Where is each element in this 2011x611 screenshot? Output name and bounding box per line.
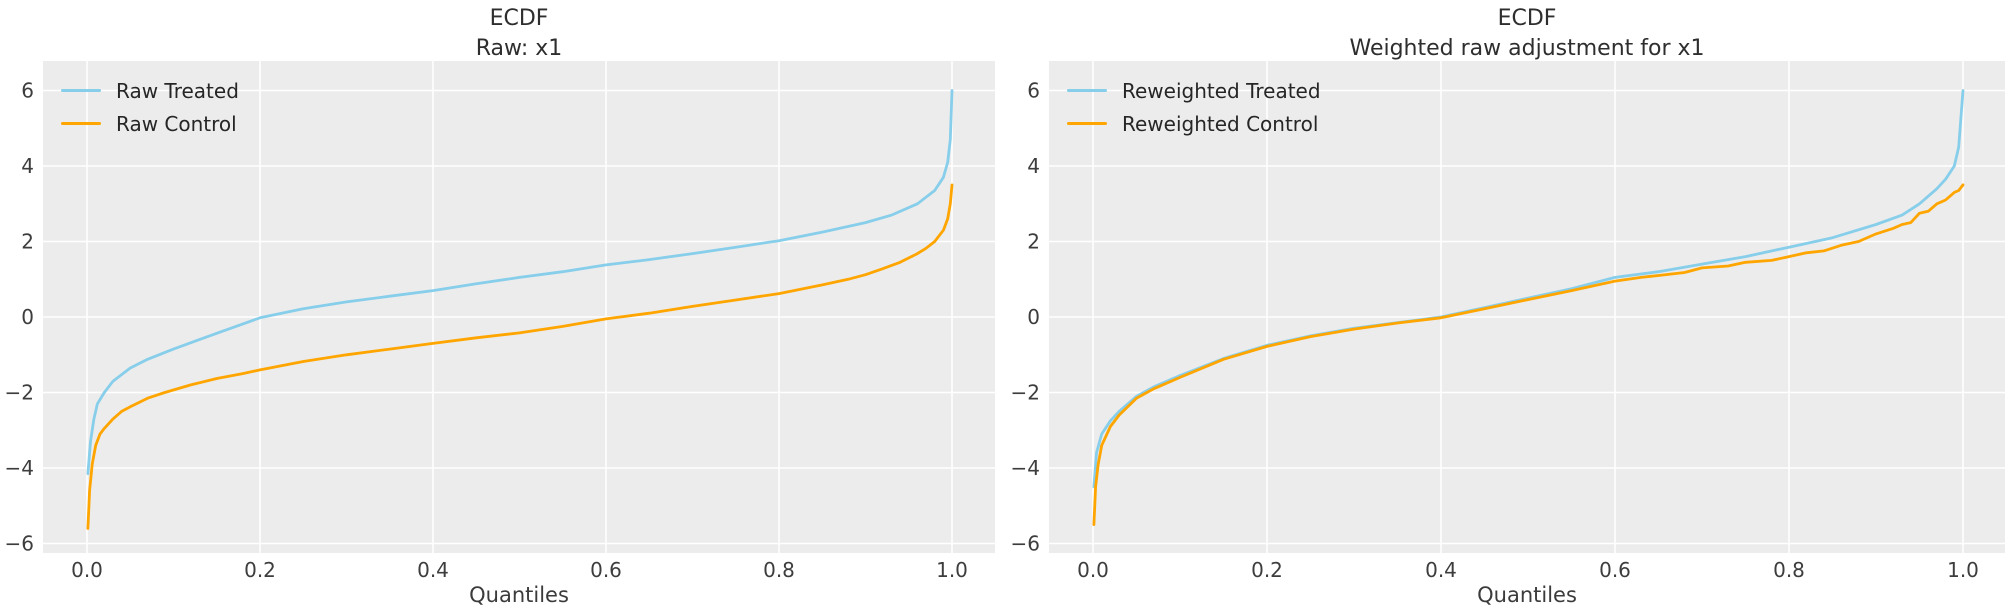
panel-a-ytick-label: 2 [21, 230, 34, 254]
panel-b-ytick-label: −6 [1011, 532, 1040, 556]
legend-label: Reweighted Treated [1122, 78, 1321, 103]
panel-b-xtick-label: 0.2 [1251, 558, 1283, 582]
panel-b-ytick-label: 2 [1027, 230, 1040, 254]
panel-b-ytick-label: 0 [1027, 305, 1040, 329]
panel-a-curve-raw-control [86, 183, 954, 530]
panel-a-ytick-label: −6 [5, 532, 34, 556]
panel-b-xtick-label: 0.4 [1425, 558, 1457, 582]
panel-a-xaxis-label: Quantiles [469, 583, 569, 607]
legend-item-reweighted-treated: Reweighted Treated [1067, 74, 1321, 107]
panel-b-curve-reweighted-treated [1092, 89, 1965, 489]
legend-label: Raw Treated [116, 78, 239, 103]
raw-control-line-swatch [61, 121, 101, 126]
panel-a-xtick-label: 0.6 [590, 558, 622, 582]
panel-b-legend: Reweighted Treated Reweighted Control [1067, 74, 1321, 140]
legend-label: Reweighted Control [1122, 111, 1319, 136]
reweighted-treated-line-swatch [1067, 88, 1107, 93]
panel-a-title-line2: Raw: x1 [475, 36, 563, 62]
panel-b-title-line2: Weighted raw adjustment for x1 [1349, 36, 1705, 62]
panel-a-ytick-label: −2 [5, 381, 34, 405]
panel-b-xtick-label: 0.0 [1077, 558, 1109, 582]
panel-a-xtick-label: 0.0 [71, 558, 103, 582]
panel-b-title: ECDF Weighted raw adjustment for x1 [1049, 4, 2005, 65]
panel-b-title-line1: ECDF [1497, 6, 1557, 31]
panel-a-curve-raw-treated [86, 89, 954, 476]
panel-a-legend: Raw Treated Raw Control [61, 74, 239, 140]
panel-a-xtick-label: 0.2 [244, 558, 276, 582]
panel-b-xaxis-label: Quantiles [1477, 583, 1577, 607]
panel-b-ytick-label: −2 [1011, 381, 1040, 405]
panel-b-xtick-label: 1.0 [1947, 558, 1979, 582]
panel-b-plot-background [1049, 61, 2005, 553]
panel-a-ytick-label: 4 [21, 154, 34, 178]
panel-b-xtick-label: 0.6 [1599, 558, 1631, 582]
panel-a-xtick-label: 0.8 [763, 558, 795, 582]
panel-a-ytick-label: 6 [21, 79, 34, 103]
panel-b-ytick-label: 6 [1027, 79, 1040, 103]
legend-item-raw-treated: Raw Treated [61, 74, 239, 107]
panel-a-ytick-label: −4 [5, 456, 34, 480]
reweighted-control-line-swatch [1067, 121, 1107, 126]
legend-item-reweighted-control: Reweighted Control [1067, 107, 1321, 140]
legend-item-raw-control: Raw Control [61, 107, 239, 140]
panel-a-xtick-label: 0.4 [417, 558, 449, 582]
panel-a-title: ECDF Raw: x1 [43, 4, 995, 65]
panel-b-curve-reweighted-control [1092, 183, 1965, 526]
panel-b-ytick-label: −4 [1011, 456, 1040, 480]
panel-b-ytick-label: 4 [1027, 154, 1040, 178]
panel-a-ytick-label: 0 [21, 305, 34, 329]
panel-a-xtick-label: 1.0 [936, 558, 968, 582]
panel-b-xtick-label: 0.8 [1773, 558, 1805, 582]
legend-label: Raw Control [116, 111, 237, 136]
panel-a-title-line1: ECDF [489, 6, 549, 31]
raw-treated-line-swatch [61, 88, 101, 93]
panel-a-plot-background [43, 61, 995, 553]
